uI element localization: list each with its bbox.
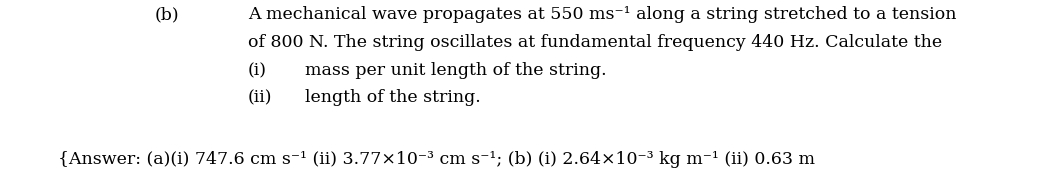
Text: mass per unit length of the string.: mass per unit length of the string. <box>305 62 606 79</box>
Text: (b): (b) <box>155 6 180 23</box>
Text: (i): (i) <box>248 62 267 79</box>
Text: A mechanical wave propagates at 550 ms⁻¹ along a string stretched to a tension: A mechanical wave propagates at 550 ms⁻¹… <box>248 6 957 23</box>
Text: of 800 N. The string oscillates at fundamental frequency 440 Hz. Calculate the: of 800 N. The string oscillates at funda… <box>248 34 942 51</box>
Text: {Answer: (a)(i) 747.6 cm s⁻¹ (ii) 3.77×10⁻³ cm s⁻¹; (b) (i) 2.64×10⁻³ kg m⁻¹ (ii: {Answer: (a)(i) 747.6 cm s⁻¹ (ii) 3.77×1… <box>59 151 815 168</box>
Text: (ii): (ii) <box>248 89 272 106</box>
Text: length of the string.: length of the string. <box>305 89 481 106</box>
